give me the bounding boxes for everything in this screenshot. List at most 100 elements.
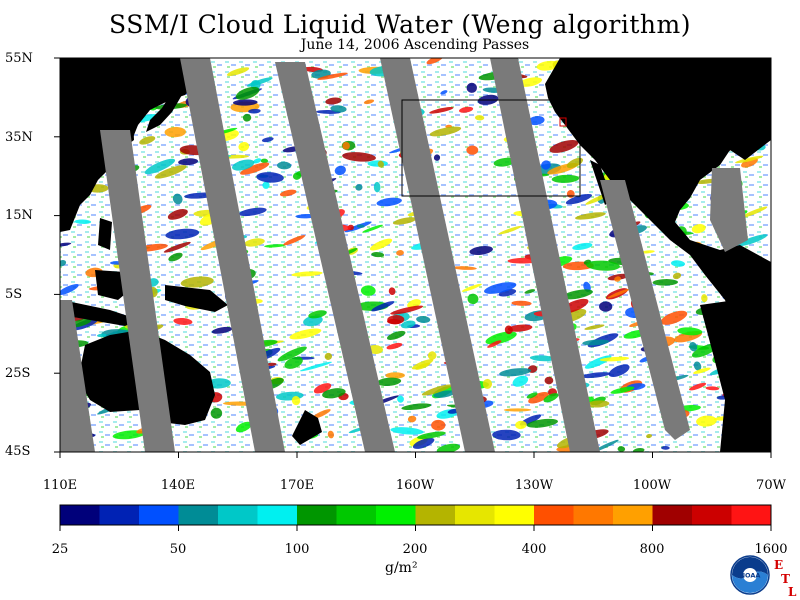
- cloud-cell: [499, 368, 532, 377]
- cloud-cell: [376, 377, 402, 387]
- cloud-cell: [740, 206, 768, 218]
- cloud-cell: [173, 317, 193, 325]
- cloud-cell: [385, 372, 405, 379]
- red-marker-box: [559, 117, 567, 127]
- cloud-cell: [74, 219, 92, 224]
- colorbar-swatch: [60, 505, 100, 525]
- cloud-cell: [610, 386, 635, 394]
- cloud-cell: [260, 158, 269, 163]
- colorbar-swatch: [692, 505, 732, 525]
- cloud-cell: [493, 157, 515, 167]
- cloud-cell: [689, 342, 698, 352]
- cloud-cell: [421, 384, 452, 396]
- cloud-cell: [640, 250, 655, 254]
- cloud-cell: [583, 281, 591, 292]
- cloud-cell: [526, 418, 558, 428]
- south-america: [700, 295, 771, 452]
- lat-label: 25S: [5, 366, 31, 381]
- cloud-cell: [411, 359, 434, 370]
- cloud-cell: [401, 403, 432, 411]
- colorbar-swatch: [613, 505, 653, 525]
- cloud-cell: [701, 294, 708, 303]
- cloud-cell: [262, 181, 270, 189]
- cloud-cell: [279, 189, 297, 197]
- cloud-cell: [492, 429, 521, 441]
- cloud-cell: [689, 382, 707, 391]
- cloud-cell: [503, 408, 532, 412]
- cloud-cell: [670, 260, 686, 267]
- lon-label: 160W: [395, 478, 435, 493]
- noaa-logo-text: NOAA: [740, 572, 761, 580]
- colorbar-swatch: [139, 505, 179, 525]
- cloud-cell: [210, 407, 223, 419]
- cloud-cell: [342, 152, 376, 162]
- cloud-cell: [572, 242, 593, 251]
- cloud-cell: [388, 287, 396, 296]
- lon-label: 70W: [756, 478, 786, 493]
- cloud-cell: [242, 113, 252, 122]
- cloud-cell: [232, 99, 258, 106]
- cloud-cell: [593, 439, 619, 452]
- region-box: [401, 99, 581, 197]
- colorbar: [59, 504, 772, 531]
- japan-islands: [146, 62, 192, 132]
- cloud-cell: [165, 228, 200, 240]
- lat-label: 5S: [5, 287, 23, 302]
- cloud-cell: [607, 288, 630, 299]
- cloud-cell: [512, 375, 529, 387]
- colorbar-swatch: [455, 505, 495, 525]
- cloud-cell: [586, 260, 620, 271]
- cloud-cell: [691, 224, 706, 234]
- cloud-cell: [498, 225, 522, 235]
- cloud-cell: [376, 197, 402, 207]
- cloud-cell: [440, 90, 448, 95]
- map-title: SSM/I Cloud Liquid Water (Weng algorithm…: [109, 10, 691, 39]
- cloud-cell: [484, 282, 517, 294]
- cloud-cell: [487, 340, 502, 348]
- cloud-cell: [504, 325, 513, 335]
- colorbar-swatch: [178, 505, 219, 525]
- colorbar-swatch: [534, 505, 574, 525]
- cloud-cell: [246, 77, 273, 87]
- cloud-cell: [575, 212, 606, 220]
- cloud-cell: [526, 392, 538, 399]
- cloud-cell: [167, 209, 188, 220]
- cloud-cell: [416, 316, 431, 323]
- philippines: [98, 218, 112, 250]
- cloud-cell: [485, 331, 517, 345]
- colorbar-tick-label: 100: [284, 542, 310, 557]
- cloud-cell: [581, 372, 611, 379]
- cloud-cell: [660, 310, 688, 325]
- cloud-cell: [232, 159, 255, 171]
- cloud-cell: [507, 324, 533, 332]
- cloud-cell: [551, 174, 580, 183]
- colorbar-swatch: [652, 505, 693, 525]
- new-guinea: [165, 285, 228, 312]
- lon-label: 170E: [279, 478, 315, 493]
- cloud-cell: [330, 105, 347, 113]
- cloud-cell: [427, 351, 437, 360]
- cloud-cell: [178, 158, 199, 166]
- cloud-cell: [373, 181, 381, 193]
- cloud-cell: [705, 386, 720, 391]
- cloud-cell: [735, 155, 764, 164]
- cloud-cell: [363, 99, 375, 105]
- cloud-cell: [235, 86, 260, 100]
- colorbar-swatch: [376, 505, 416, 525]
- lat-label: 45S: [5, 444, 31, 459]
- cloud-cell: [324, 352, 333, 360]
- cloud-cell: [289, 328, 322, 340]
- cloud-cell: [261, 137, 274, 143]
- cloud-cell: [386, 342, 403, 350]
- cloud-cell: [469, 246, 493, 256]
- cloud-cell: [180, 276, 214, 288]
- cuba: [660, 184, 678, 190]
- cloud-cell: [264, 244, 286, 248]
- colorbar-tick-label: 50: [169, 542, 187, 557]
- cloud-cell: [322, 388, 346, 399]
- cloud-cell: [467, 293, 479, 305]
- cloud-cell: [543, 393, 559, 403]
- cloud-cell: [528, 392, 549, 404]
- cloud-cell: [426, 58, 444, 65]
